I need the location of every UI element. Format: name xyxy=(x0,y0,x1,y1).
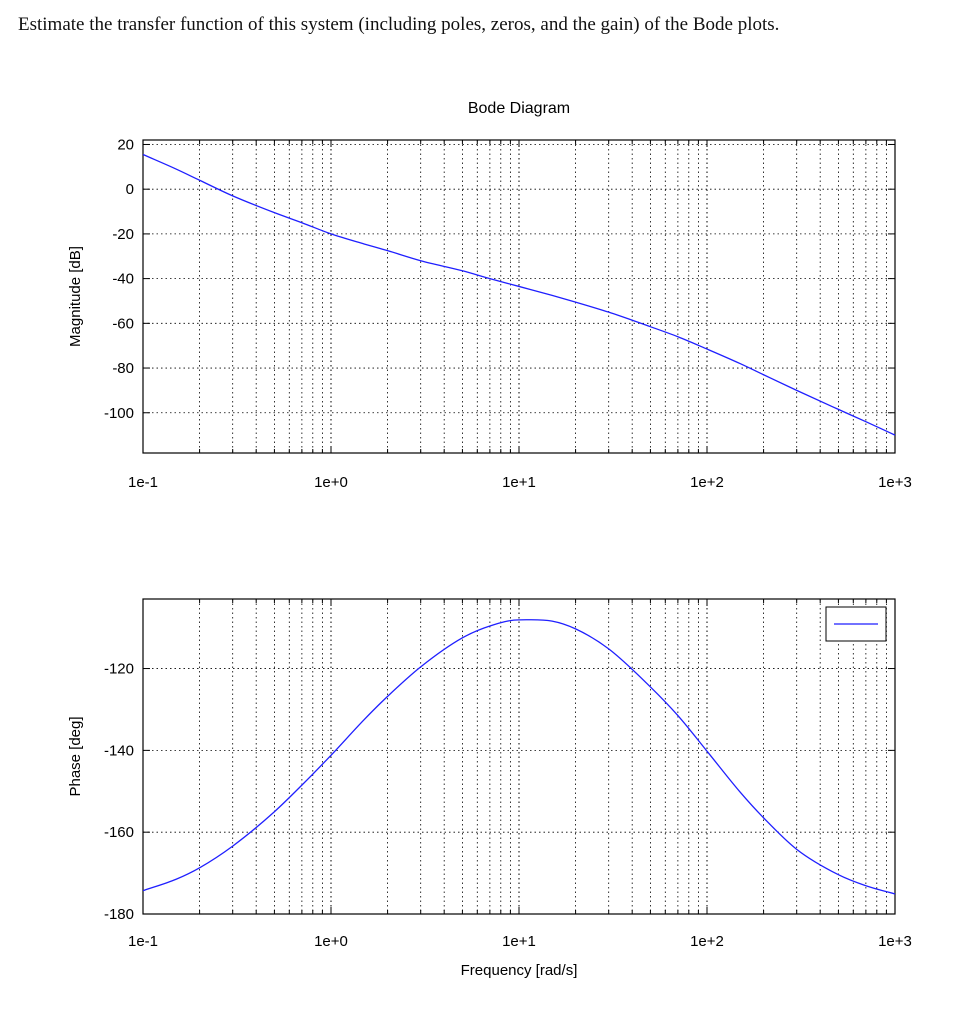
series-line xyxy=(142,619,896,895)
x-tick-label: 1e+0 xyxy=(314,474,348,491)
y-tick-label: -100 xyxy=(104,405,134,422)
x-tick-label: 1e+3 xyxy=(878,474,912,491)
y-tick-label: 20 xyxy=(117,136,134,153)
y-tick-label: -80 xyxy=(112,360,134,377)
chart-title: Bode Diagram xyxy=(468,100,570,117)
x-tick-label: 1e+2 xyxy=(690,474,724,491)
x-axis-label: Frequency [rad/s] xyxy=(461,962,578,979)
series-line xyxy=(142,153,896,436)
x-tick-label: 1e+3 xyxy=(878,933,912,950)
x-tick-label: 1e+1 xyxy=(502,474,536,491)
magnitude-plot: 1e-1 1e+0 1e+1 1e+2 1e+3 20 0 -20 -40 -60 -80 -100 B… xyxy=(67,100,912,491)
y-tick-label: 0 xyxy=(126,181,134,198)
y-tick-label: -60 xyxy=(112,315,134,332)
y-tick-label: -20 xyxy=(112,226,134,243)
y-tick-label: -140 xyxy=(104,742,134,759)
y-axis-label: Phase [deg] xyxy=(67,716,84,796)
x-tick-label: 1e-1 xyxy=(128,474,158,491)
y-tick-label: -160 xyxy=(104,824,134,841)
y-tick-label: -120 xyxy=(104,661,134,678)
y-tick-label: -40 xyxy=(112,271,134,288)
x-tick-label: 1e-1 xyxy=(128,933,158,950)
x-tick-label: 1e+1 xyxy=(502,933,536,950)
x-tick-label: 1e+0 xyxy=(314,933,348,950)
y-tick-label: -180 xyxy=(104,906,134,923)
x-tick-label: 1e+2 xyxy=(690,933,724,950)
question-text: Estimate the transfer function of this s… xyxy=(18,14,780,35)
y-axis-label: Magnitude [dB] xyxy=(67,246,84,347)
phase-plot: 1e-1 1e+0 1e+1 1e+2 1e+3 -120 -140 -160 -180 Phas… xyxy=(67,598,912,979)
